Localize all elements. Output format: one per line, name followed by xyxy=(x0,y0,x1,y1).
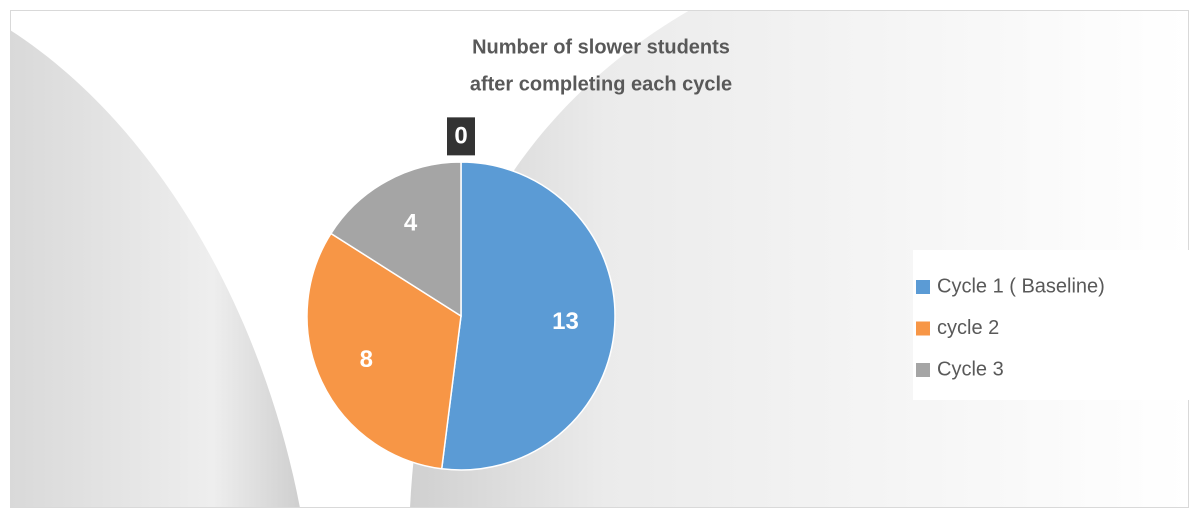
data-label: 8 xyxy=(360,346,373,373)
data-label: 4 xyxy=(404,210,418,237)
legend-label: Cycle 3 xyxy=(937,358,1004,380)
legend-box xyxy=(913,250,1189,400)
data-labels: 13 8 4 0 xyxy=(360,117,579,373)
legend-label: Cycle 1 ( Baseline) xyxy=(937,275,1105,297)
pie-slice xyxy=(329,161,462,318)
data-label-box xyxy=(447,117,475,156)
legend: Cycle 1 ( Baseline) cycle 2 Cycle 3 xyxy=(916,275,1105,380)
data-label: 13 xyxy=(552,308,579,335)
chart-title: Number of slower students xyxy=(472,36,730,58)
pie xyxy=(306,161,616,471)
legend-swatch xyxy=(916,280,930,294)
background-swoosh xyxy=(10,30,300,508)
chart-title: after completing each cycle xyxy=(470,73,732,95)
legend-label: cycle 2 xyxy=(937,317,999,339)
data-label: 0 xyxy=(454,123,467,150)
pie-slice xyxy=(440,161,616,471)
legend-swatch xyxy=(916,321,930,336)
legend-swatch xyxy=(916,363,930,377)
